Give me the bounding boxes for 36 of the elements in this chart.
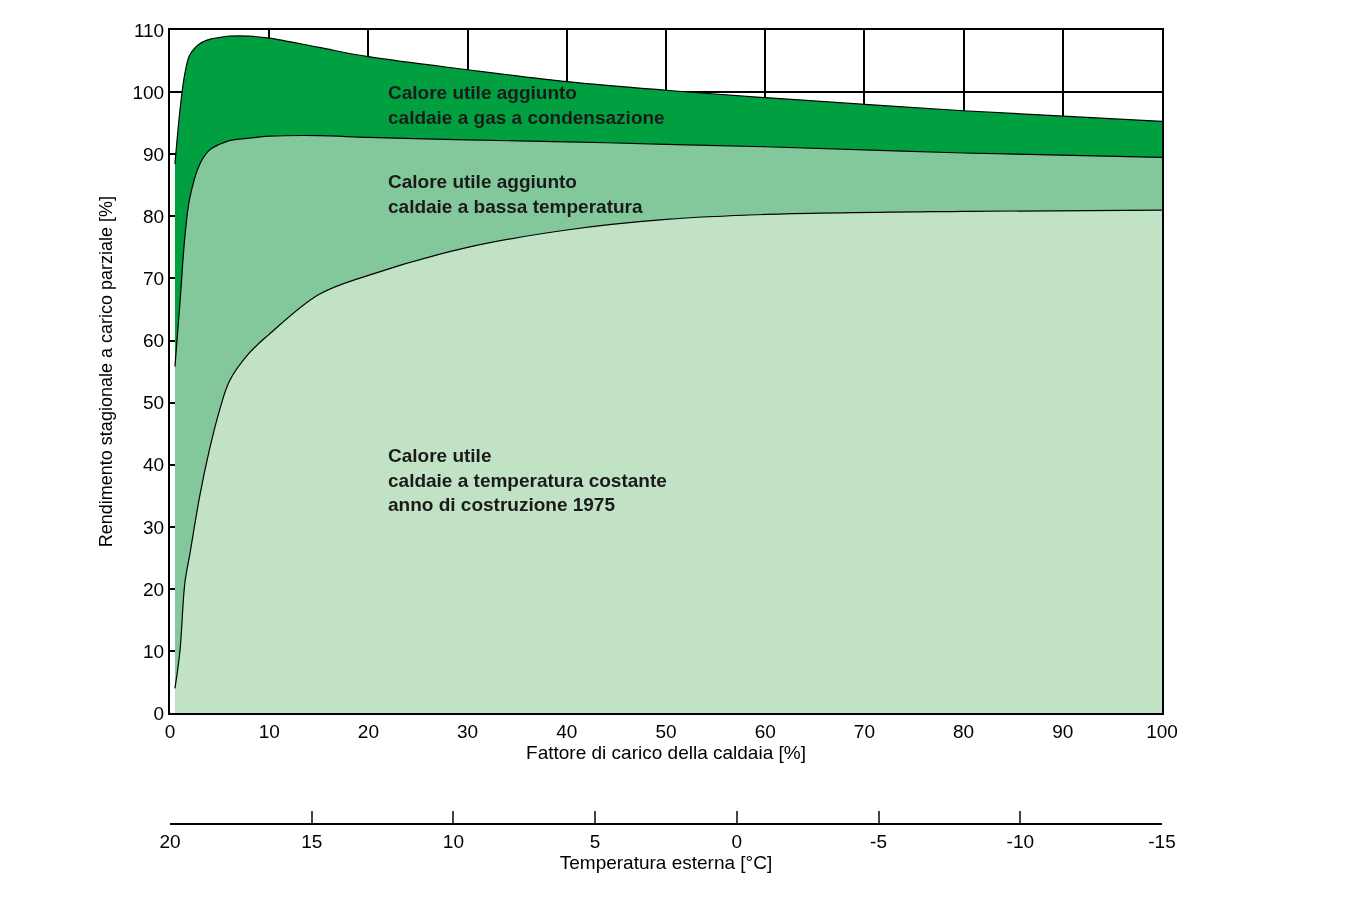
- x-tick-label: 100: [1146, 721, 1178, 742]
- y-tick-label: 30: [143, 516, 165, 538]
- y-tick-label: 10: [143, 640, 165, 662]
- x2-tick-label: -15: [1148, 831, 1176, 853]
- x-tick-label: 90: [1052, 721, 1074, 742]
- x-tick-label: 20: [357, 721, 379, 742]
- y-tick-label: 0: [153, 702, 165, 724]
- y-tick-label: 60: [143, 330, 165, 352]
- x-tick-label: 40: [556, 721, 578, 742]
- series-label: Calore utile aggiunto caldaie a bassa temperatura: [388, 171, 643, 217]
- x-tick-label: 80: [953, 721, 975, 742]
- x-axis-title: Fattore di carico della caldaia [%]: [526, 742, 806, 763]
- x2-tick-label: -5: [870, 831, 888, 853]
- y-tick-label: 80: [143, 205, 165, 227]
- y-tick-label: 40: [143, 454, 165, 476]
- x2-tick-label: -10: [1006, 831, 1035, 853]
- y-tick-label: 20: [143, 578, 165, 600]
- x2-tick-label: 0: [731, 831, 743, 853]
- x-tick-label: 60: [754, 721, 776, 742]
- series-label: Calore utile caldaie a temperatura costante anno di costruzione 1975: [388, 445, 667, 516]
- x2-tick-label: 5: [589, 831, 601, 853]
- y-tick-label: 100: [132, 81, 165, 103]
- y-tick-label: 90: [143, 143, 165, 165]
- y-tick-label: 50: [143, 392, 165, 414]
- x2-tick-label: 20: [159, 831, 181, 853]
- x-tick-label: 70: [853, 721, 875, 742]
- series-label: Calore utile aggiunto caldaie a gas a condensazione: [388, 82, 665, 128]
- x-tick-label: 50: [655, 721, 677, 742]
- y-tick-label: 110: [133, 19, 165, 41]
- x2-tick-label: 15: [301, 831, 323, 853]
- y-axis-title: Rendimento stagionale a carico parziale [%]: [96, 196, 117, 548]
- y-tick-label: 70: [143, 268, 165, 290]
- x2-tick-label: 10: [442, 831, 464, 853]
- x2-axis-title: Temperatura esterna [°C]: [559, 852, 773, 874]
- x-tick-label: 30: [457, 721, 479, 742]
- x-tick-label: 10: [258, 721, 280, 742]
